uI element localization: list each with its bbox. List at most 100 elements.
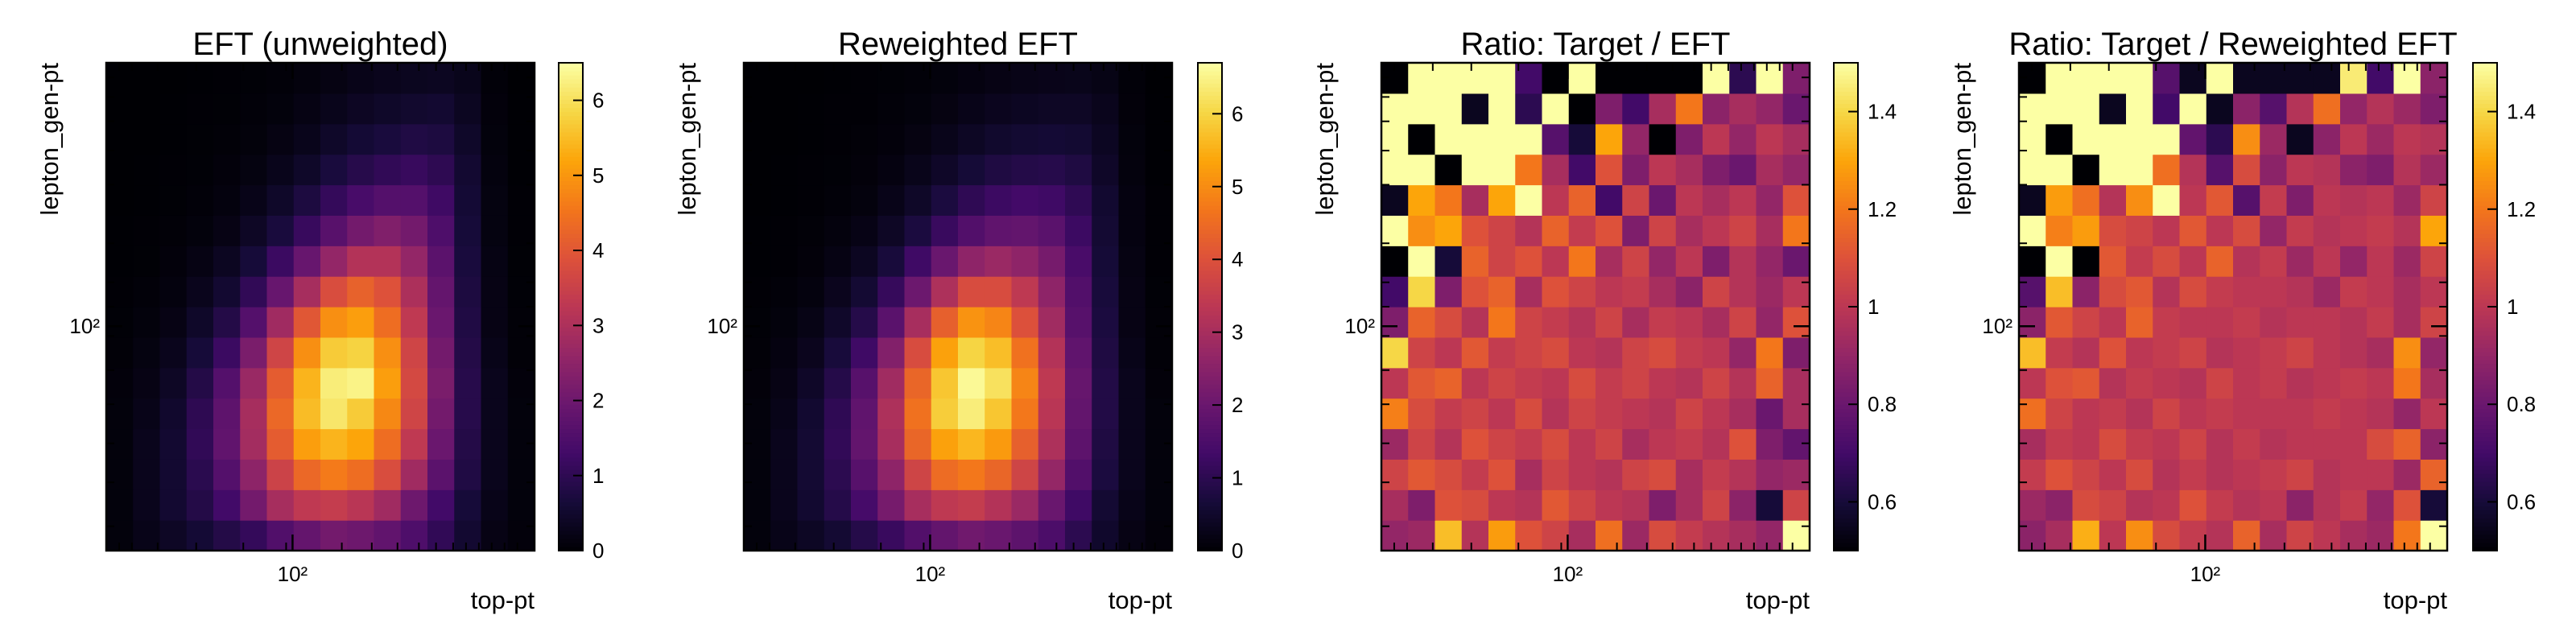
heatmap-cell <box>507 93 535 125</box>
colorbar-segment <box>1834 95 1858 101</box>
heatmap-cell <box>186 63 214 94</box>
colorbar-segment <box>559 298 583 303</box>
heatmap-cell <box>1542 123 1570 155</box>
heatmap-cell <box>904 336 932 369</box>
heatmap-cell <box>320 428 348 460</box>
colorbar-segment <box>1198 444 1222 450</box>
colorbar-segment <box>2473 71 2497 76</box>
colorbar-segment <box>2473 522 2497 527</box>
heatmap-cell <box>1461 459 1489 490</box>
heatmap-cell <box>1542 489 1570 521</box>
heatmap-cell <box>2206 63 2234 94</box>
colorbar-segment <box>559 225 583 230</box>
heatmap-cell <box>159 307 188 338</box>
heatmap-cell <box>797 459 825 490</box>
heatmap-cell <box>427 307 455 338</box>
heatmap-cell <box>2260 123 2288 155</box>
heatmap-cell <box>507 367 535 399</box>
heatmap-cell <box>2126 398 2153 430</box>
colorbar-segment <box>2473 87 2497 92</box>
heatmap-cell <box>1092 276 1120 308</box>
heatmap-cell <box>958 398 985 430</box>
heatmap-cell <box>213 184 241 216</box>
heatmap-cell <box>985 123 1013 155</box>
heatmap-cell <box>1011 459 1039 490</box>
heatmap-cell <box>2072 93 2100 125</box>
heatmap-cell <box>293 307 321 338</box>
heatmap-cell <box>2286 184 2314 216</box>
heatmap-cell <box>2126 428 2153 460</box>
heatmap-cell <box>1488 63 1516 94</box>
heatmap-cell <box>958 93 985 125</box>
colorbar-segment <box>1198 196 1222 202</box>
heatmap-cell <box>374 123 402 155</box>
heatmap-cell <box>2179 367 2207 399</box>
colorbar-segment <box>559 355 583 361</box>
colorbar-segment <box>2473 396 2497 401</box>
colorbar-segment <box>559 404 583 409</box>
heatmap-cell <box>507 336 535 369</box>
heatmap-cell <box>2367 428 2395 460</box>
heatmap-cell <box>985 398 1013 430</box>
colorbar-segment <box>1198 237 1222 242</box>
colorbar-segment <box>559 107 583 113</box>
heatmap-cell <box>293 459 321 490</box>
colorbar-segment <box>559 460 583 466</box>
heatmap-cell <box>1065 367 1092 399</box>
heatmap-cell <box>851 367 878 399</box>
heatmap-cell <box>2420 459 2448 490</box>
heatmap-cell <box>2233 246 2260 277</box>
heatmap-cell <box>797 184 825 216</box>
heatmap-cell <box>1782 398 1810 430</box>
colorbar-segment <box>1834 274 1858 279</box>
heatmap-cell <box>293 93 321 125</box>
colorbar-tick-label: 1 <box>2507 295 2518 319</box>
heatmap-cell <box>374 336 402 369</box>
heatmap-cell <box>744 154 771 186</box>
heatmap-cell <box>1703 276 1730 308</box>
heatmap-cell <box>1118 336 1146 369</box>
heatmap-cell <box>1011 398 1039 430</box>
heatmap-cell <box>2153 154 2181 186</box>
colorbar-segment <box>1834 473 1858 478</box>
heatmap-cell <box>240 93 268 125</box>
colorbar-segment <box>1198 530 1222 535</box>
heatmap-cell <box>2072 307 2100 338</box>
heatmap-cell <box>1703 154 1730 186</box>
heatmap-cell <box>454 154 482 186</box>
colorbar-segment <box>2473 473 2497 478</box>
heatmap-cell <box>481 489 509 521</box>
colorbar-segment <box>2473 192 2497 198</box>
colorbar-segment <box>1198 339 1222 345</box>
y-tick-label: 10² <box>69 314 100 338</box>
heatmap-cell <box>770 154 799 186</box>
colorbar-segment <box>2473 339 2497 345</box>
heatmap-cell <box>2393 428 2421 460</box>
colorbar-segment <box>2473 266 2497 271</box>
colorbar-tick-label: 3 <box>1232 320 1243 345</box>
colorbar-segment <box>2473 95 2497 101</box>
heatmap-cell <box>2393 336 2421 369</box>
heatmap-cell <box>159 489 188 521</box>
heatmap-cell <box>1568 428 1596 460</box>
colorbar-segment <box>2473 412 2497 417</box>
heatmap-cell <box>2046 459 2074 490</box>
colorbar-segment <box>1198 400 1222 405</box>
heatmap-cell <box>1381 215 1409 246</box>
heatmap-cell <box>159 367 188 399</box>
colorbar-segment <box>1834 367 1858 373</box>
heatmap-cell <box>1756 307 1784 338</box>
colorbar-segment <box>1834 278 1858 283</box>
colorbar-segment <box>559 111 583 117</box>
heatmap-cell <box>2099 184 2127 216</box>
heatmap-2 <box>744 63 1173 551</box>
heatmap-cell <box>877 215 906 246</box>
heatmap-cell <box>2420 428 2448 460</box>
heatmap-cell <box>2286 93 2314 125</box>
heatmap-cell <box>1729 398 1757 430</box>
heatmap-cell <box>904 520 932 551</box>
heatmap-cell <box>1461 184 1489 216</box>
colorbar-segment <box>2473 444 2497 450</box>
colorbar-segment <box>2473 131 2497 137</box>
colorbar-segment <box>1198 148 1222 153</box>
